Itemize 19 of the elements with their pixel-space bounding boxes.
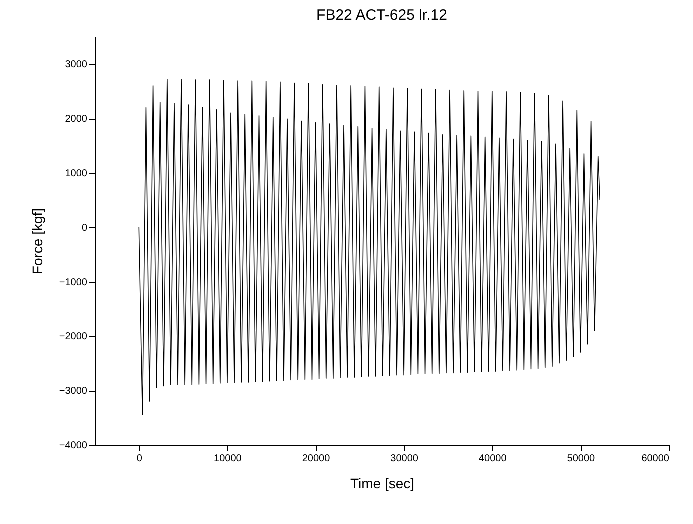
x-tick-label: 60000 <box>642 454 670 464</box>
y-tick-label: −4000 <box>59 440 88 452</box>
x-tick-label: 50000 <box>567 454 596 464</box>
y-tick-label: 2000 <box>65 114 88 126</box>
y-tick-label: −3000 <box>59 386 88 398</box>
line-series <box>138 79 601 416</box>
x-tick-label: 20000 <box>302 454 331 464</box>
x-tick-label: 40000 <box>478 454 508 464</box>
y-tick-label: 0 <box>82 222 88 234</box>
chart-title: FB22 ACT-625 lr.12 <box>316 7 448 24</box>
x-tick-label: 30000 <box>390 454 419 464</box>
y-tick-label: 3000 <box>65 60 88 71</box>
y-tick-label: −2000 <box>59 332 88 343</box>
y-axis-title: Force [kgf] <box>29 208 46 275</box>
x-tick-label: 0 <box>136 454 143 464</box>
x-tick-label: 10000 <box>214 454 242 464</box>
x-axis-title: Time [sec] <box>350 476 415 492</box>
y-tick-label: −1000 <box>59 277 88 288</box>
y-tick-label: 1000 <box>65 168 88 180</box>
